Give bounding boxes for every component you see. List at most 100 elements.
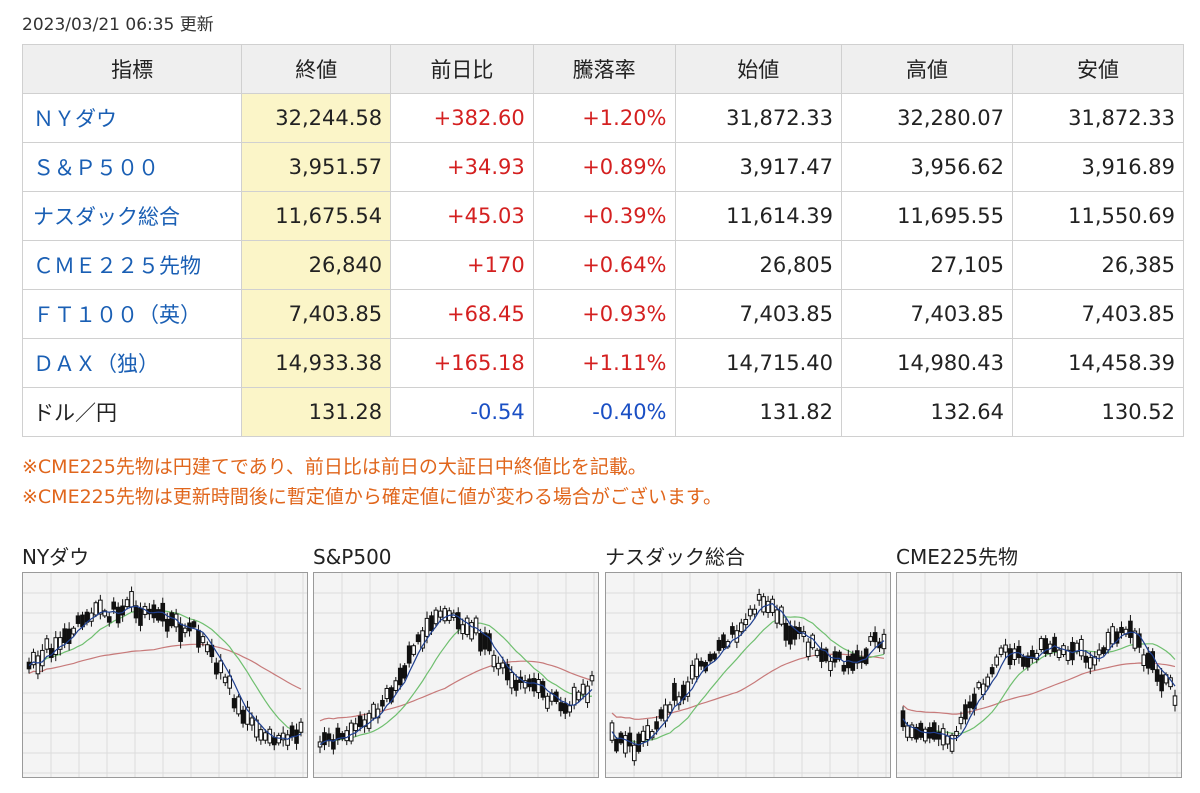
candle-body — [249, 717, 255, 726]
chart-nydow[interactable]: NYダウ — [22, 542, 310, 778]
candle-body — [580, 683, 586, 695]
candle-body — [353, 723, 358, 732]
candle-body — [513, 679, 519, 691]
candle-body — [285, 734, 290, 746]
candle-body — [35, 655, 41, 675]
column-header: 指標 — [21, 44, 243, 94]
change-value: -0.54 — [390, 387, 534, 437]
candle-body — [1012, 648, 1017, 660]
candle-body — [322, 732, 327, 746]
close-value: 32,244.58 — [241, 93, 392, 143]
candle-body — [954, 730, 959, 737]
candle-body — [93, 602, 99, 616]
table-body: ＮＹダウ 32,244.58 +382.60 +1.20% 31,872.33 32,28… — [21, 93, 1185, 437]
candle-body — [375, 708, 381, 719]
candle-body — [393, 680, 399, 691]
candle-body — [567, 705, 573, 713]
candle-body — [1016, 645, 1022, 659]
low-value: 130.52 — [1011, 387, 1185, 437]
candle-body — [707, 653, 713, 662]
low-value: 3,916.89 — [1011, 142, 1185, 192]
chart-nasdaq[interactable]: ナスダック総合 — [605, 542, 893, 778]
candle-body — [298, 721, 304, 733]
candle-body — [752, 608, 757, 615]
candle-body — [245, 706, 250, 725]
candle-body — [469, 622, 474, 640]
chart-cme225[interactable]: CME225先物 — [896, 542, 1184, 778]
candle-body — [989, 667, 995, 675]
candlestick-chart[interactable] — [605, 572, 891, 778]
high-value: 11,695.55 — [841, 191, 1013, 241]
candle-body — [636, 733, 642, 752]
candle-body — [747, 608, 753, 617]
index-name-link[interactable]: ＮＹダウ — [21, 93, 243, 143]
chart-sp500[interactable]: S&P500 — [313, 542, 601, 778]
candle-body — [783, 622, 789, 641]
table-row: ＣＭＥ２２５先物 26,840 +170 +0.64% 26,805 27,105 26,3… — [21, 240, 1185, 290]
candle-body — [1119, 626, 1124, 634]
candle-body — [627, 732, 633, 747]
index-name-link[interactable]: ＣＭＥ２２５先物 — [21, 240, 243, 290]
note-line: ※CME225先物は更新時間後に暫定値から確定値に値が変わる場合がございます。 — [22, 486, 722, 508]
candle-body — [26, 661, 32, 670]
candle-body — [994, 656, 999, 666]
candle-body — [872, 632, 878, 643]
high-value: 27,105 — [841, 240, 1013, 290]
index-name-link[interactable]: ナスダック総合 — [21, 191, 243, 241]
chart-title: CME225先物 — [896, 545, 1019, 569]
candle-body — [482, 632, 488, 650]
candle-body — [62, 628, 67, 643]
candle-body — [1172, 695, 1178, 706]
candle-body — [963, 704, 968, 720]
change-value: +68.45 — [390, 289, 534, 339]
candle-body — [779, 606, 784, 625]
candle-body — [1137, 633, 1142, 648]
close-value: 26,840 — [241, 240, 392, 290]
ma-long-line — [319, 660, 593, 722]
candle-body — [500, 662, 506, 669]
candle-body — [442, 608, 448, 622]
index-name-link[interactable]: ＦＴ１００（英） — [21, 289, 243, 339]
candle-body — [640, 730, 646, 742]
candle-body — [940, 728, 946, 746]
candlestick-chart[interactable] — [896, 572, 1182, 778]
candle-body — [344, 730, 350, 742]
column-header: 騰落率 — [532, 44, 676, 94]
candle-body — [1101, 647, 1106, 654]
candle-body — [71, 627, 76, 635]
candle-body — [1114, 631, 1120, 644]
candle-body — [914, 726, 919, 740]
ma-short-line — [902, 631, 1176, 740]
candle-body — [967, 701, 973, 709]
ma-short-line — [28, 605, 302, 740]
change-rate: +1.20% — [532, 93, 676, 143]
candle-body — [31, 651, 36, 666]
low-value: 14,458.39 — [1011, 338, 1185, 388]
index-name-link[interactable]: ＤＡＸ（独） — [21, 338, 243, 388]
candle-body — [681, 684, 686, 701]
column-header: 安値 — [1011, 44, 1185, 94]
close-value: 3,951.57 — [241, 142, 392, 192]
candle-body — [1007, 648, 1013, 665]
candle-body — [200, 636, 206, 644]
low-value: 11,550.69 — [1011, 191, 1185, 241]
close-value: 131.28 — [241, 387, 392, 437]
candle-body — [814, 649, 820, 657]
candle-body — [40, 649, 45, 667]
candle-body — [258, 729, 264, 741]
chart-title: ナスダック総合 — [605, 545, 745, 569]
candle-body — [464, 617, 470, 635]
candle-body — [1132, 630, 1138, 649]
candlestick-chart[interactable] — [22, 572, 308, 778]
candle-body — [133, 605, 139, 619]
candle-body — [1074, 642, 1080, 652]
candle-body — [576, 691, 581, 701]
candlestick-chart[interactable] — [313, 572, 599, 778]
change-rate: +0.64% — [532, 240, 676, 290]
index-name-link[interactable]: Ｓ＆Ｐ５００ — [21, 142, 243, 192]
candle-body — [53, 637, 59, 655]
candle-body — [716, 639, 722, 651]
chart-svg — [23, 573, 307, 777]
high-value: 14,980.43 — [841, 338, 1013, 388]
candle-body — [384, 687, 390, 700]
